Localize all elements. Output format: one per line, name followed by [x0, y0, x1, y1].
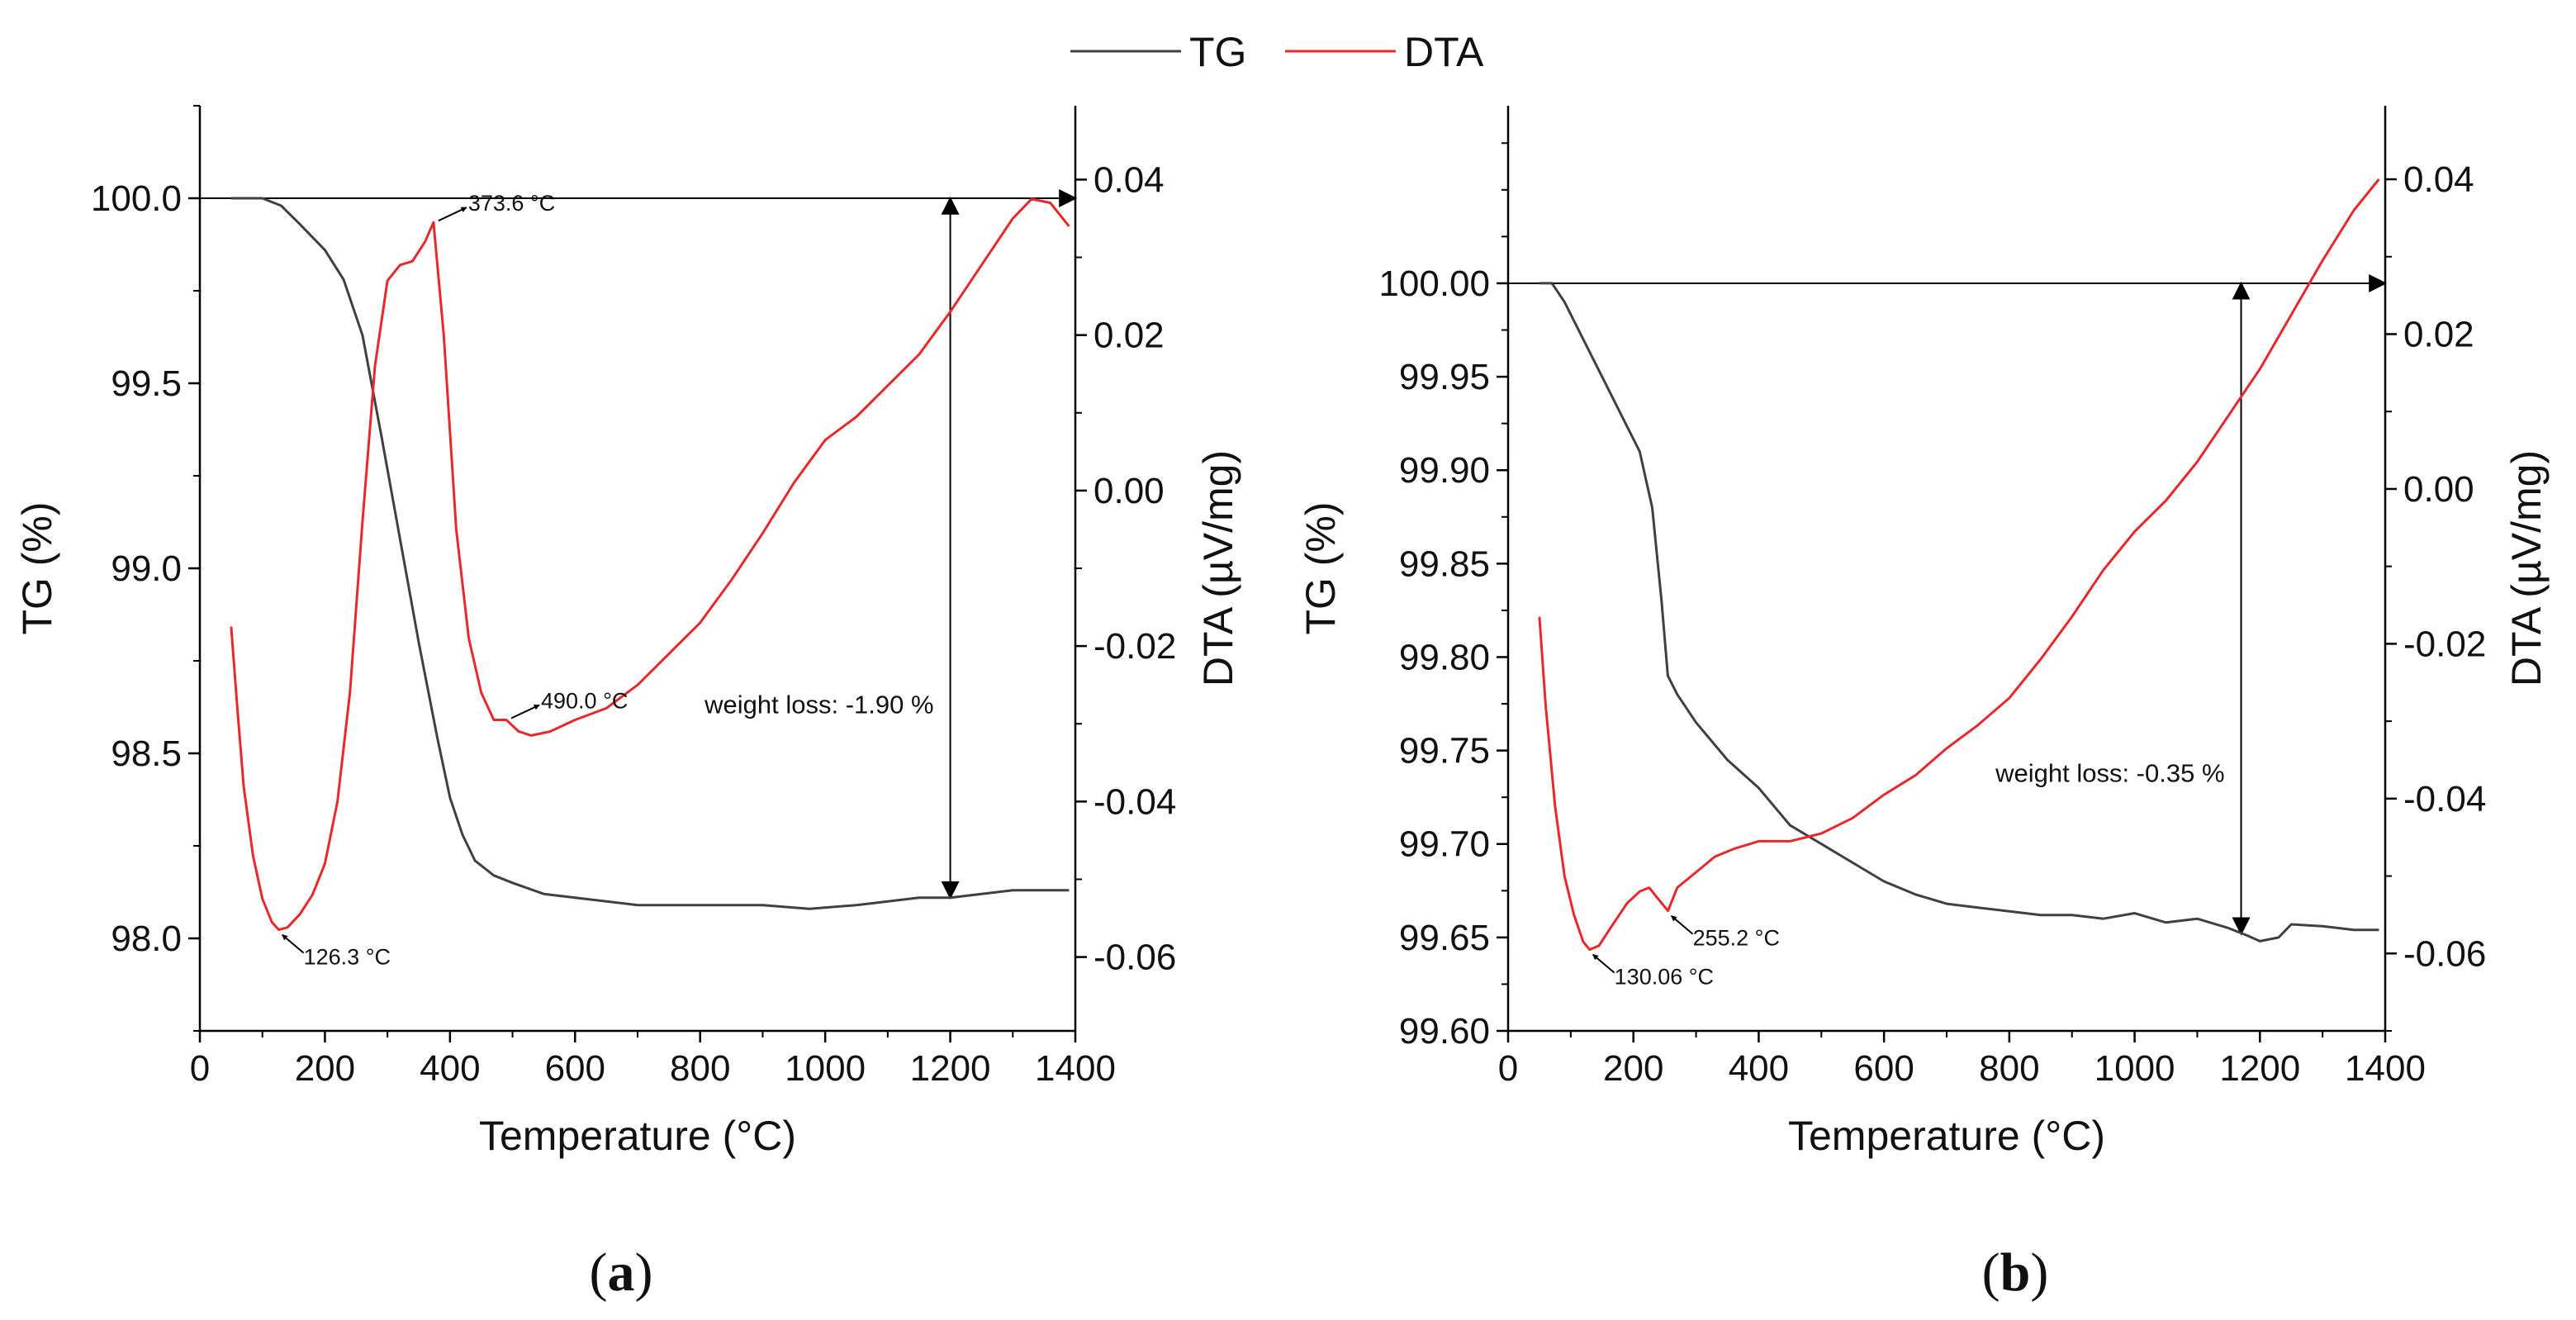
panel-a-peak-label: 490.0 °C [541, 689, 628, 714]
panel-a-dta-line [230, 197, 1070, 932]
panel-b-label-close: ) [2030, 1242, 2048, 1303]
panel-a-yright-tick-label: -0.06 [1093, 938, 1176, 978]
panel-b-x-tick-label: 1000 [2094, 1048, 2175, 1089]
panel-b-yleft-tick-label: 99.60 [1399, 1011, 1490, 1052]
panel-a-x-tick-label: 1200 [910, 1048, 991, 1089]
panel-b-weight-loss-label: weight loss: -0.35 % [1995, 759, 2224, 788]
panel-b-yright-tick-label: -0.02 [2403, 624, 2486, 664]
panel-b-label-open: ( [1982, 1242, 2000, 1303]
panel-a-yright-tick-label: -0.02 [1093, 626, 1176, 667]
panel-b-peak-label: 255.2 °C [1693, 926, 1780, 951]
panel-b-peak-arrow [1670, 914, 1694, 935]
panel-b-yleft-tick-label: 100.00 [1378, 264, 1490, 304]
panel-a-peak-label: 126.3 °C [304, 945, 391, 970]
panel-a-x-tick-label: 400 [420, 1048, 480, 1089]
legend-dta-label: DTA [1404, 29, 1484, 75]
panel-a-yright-tick-label: 0.04 [1093, 159, 1165, 200]
panel-b-x-tick-label: 1200 [2219, 1048, 2300, 1089]
panel-b-dta-line [1538, 178, 2380, 952]
panel-b-yleft-tick-label: 99.70 [1399, 824, 1490, 865]
panel-b-yright-tick-label: 0.02 [2403, 314, 2474, 354]
panel-b-yright-axis-title: DTA (µV/mg) [2503, 450, 2550, 686]
panel-a-weight-loss-label: weight loss: -1.90 % [704, 690, 933, 719]
panel-a-yright-tick-label: 0.00 [1093, 471, 1165, 511]
panel-b-x-axis-title: Temperature (°C) [1788, 1113, 2105, 1159]
panel-b-yright-tick-label: 0.00 [2403, 469, 2474, 510]
panel-a-x-tick-label: 0 [190, 1048, 210, 1089]
panel-b-label-letter: b [2000, 1242, 2031, 1303]
panel-b-yleft-tick-label: 99.65 [1399, 918, 1490, 958]
panel-b-x-tick-label: 0 [1498, 1048, 1518, 1089]
panel-a-x-tick-label: 800 [670, 1048, 730, 1089]
legend-tg-label: TG [1189, 29, 1246, 75]
panel-a-x-tick-label: 600 [545, 1048, 605, 1089]
panel-a-yleft-axis-title: TG (%) [14, 501, 60, 634]
panel-b-peak-arrow [1592, 953, 1615, 974]
panel-a-label-open: ( [590, 1242, 608, 1303]
panel-b-x-tick-label: 200 [1603, 1048, 1663, 1089]
panel-a-x-tick-label: 1000 [785, 1048, 866, 1089]
panel-a-tg-line [230, 197, 1070, 910]
panel-b-tg-line [1539, 282, 2379, 943]
panel-b-x-tick-label: 600 [1853, 1048, 1914, 1089]
panel-a-yleft-tick-label: 99.0 [111, 548, 182, 589]
panel-a-peak-arrow [510, 704, 540, 719]
panel-a-yright-tick-label: 0.02 [1093, 316, 1165, 356]
panel-a-yleft-tick-label: 100.0 [91, 178, 182, 219]
panel-b-x-tick-label: 800 [1979, 1048, 2039, 1089]
panel-a-yright-tick-label: -0.04 [1093, 781, 1176, 822]
panel-b-yleft-tick-label: 99.80 [1399, 637, 1490, 677]
panel-a-x-tick-label: 200 [295, 1048, 355, 1089]
panel-a-peak-arrow [438, 207, 467, 222]
panel-a-peak-arrow [281, 933, 305, 954]
panel-b-peak-label: 130.06 °C [1615, 965, 1714, 990]
panel-b-yleft-tick-label: 99.75 [1399, 731, 1490, 772]
panel-b-x-tick-label: 1400 [2345, 1048, 2426, 1089]
panel-b-yright-tick-label: 0.04 [2403, 159, 2474, 200]
panel-a-label-close: ) [635, 1242, 653, 1303]
legend: TG DTA [1070, 29, 1484, 75]
panel-a-yright-axis-title: DTA (µV/mg) [1195, 450, 1241, 686]
panel-b-yleft-axis-title: TG (%) [1297, 501, 1344, 634]
panel-b-yleft-tick-label: 99.95 [1399, 357, 1490, 397]
panel-a-yleft-tick-label: 99.5 [111, 363, 182, 404]
panel-a-peak-label: 373.6 °C [468, 191, 555, 216]
panel-a-label: (a) [590, 1242, 653, 1303]
panel-a-yleft-tick-label: 98.5 [111, 734, 182, 774]
panel-b-label: (b) [1982, 1242, 2049, 1303]
panel-a-chart: 0 200 400 600 800 1000 1200 1400 98.0 98.5 99.0 99.… [14, 105, 1241, 1159]
panel-a-yleft-tick-label: 98.0 [111, 919, 182, 959]
panel-b-chart: 0 200 400 600 800 1000 1200 1400 99.60 99.65 99.70… [1297, 106, 2550, 1159]
panel-b-yright-tick-label: -0.04 [2403, 779, 2486, 819]
panel-b-x-tick-label: 400 [1729, 1048, 1789, 1089]
panel-a-label-letter: a [608, 1242, 635, 1303]
panel-b-yleft-tick-label: 99.85 [1399, 544, 1490, 584]
panel-b-yleft-tick-label: 99.90 [1399, 450, 1490, 491]
panel-a-x-axis-title: Temperature (°C) [479, 1113, 796, 1159]
panel-b-yright-tick-label: -0.06 [2403, 933, 2486, 974]
panel-a-x-tick-label: 1400 [1035, 1048, 1116, 1089]
